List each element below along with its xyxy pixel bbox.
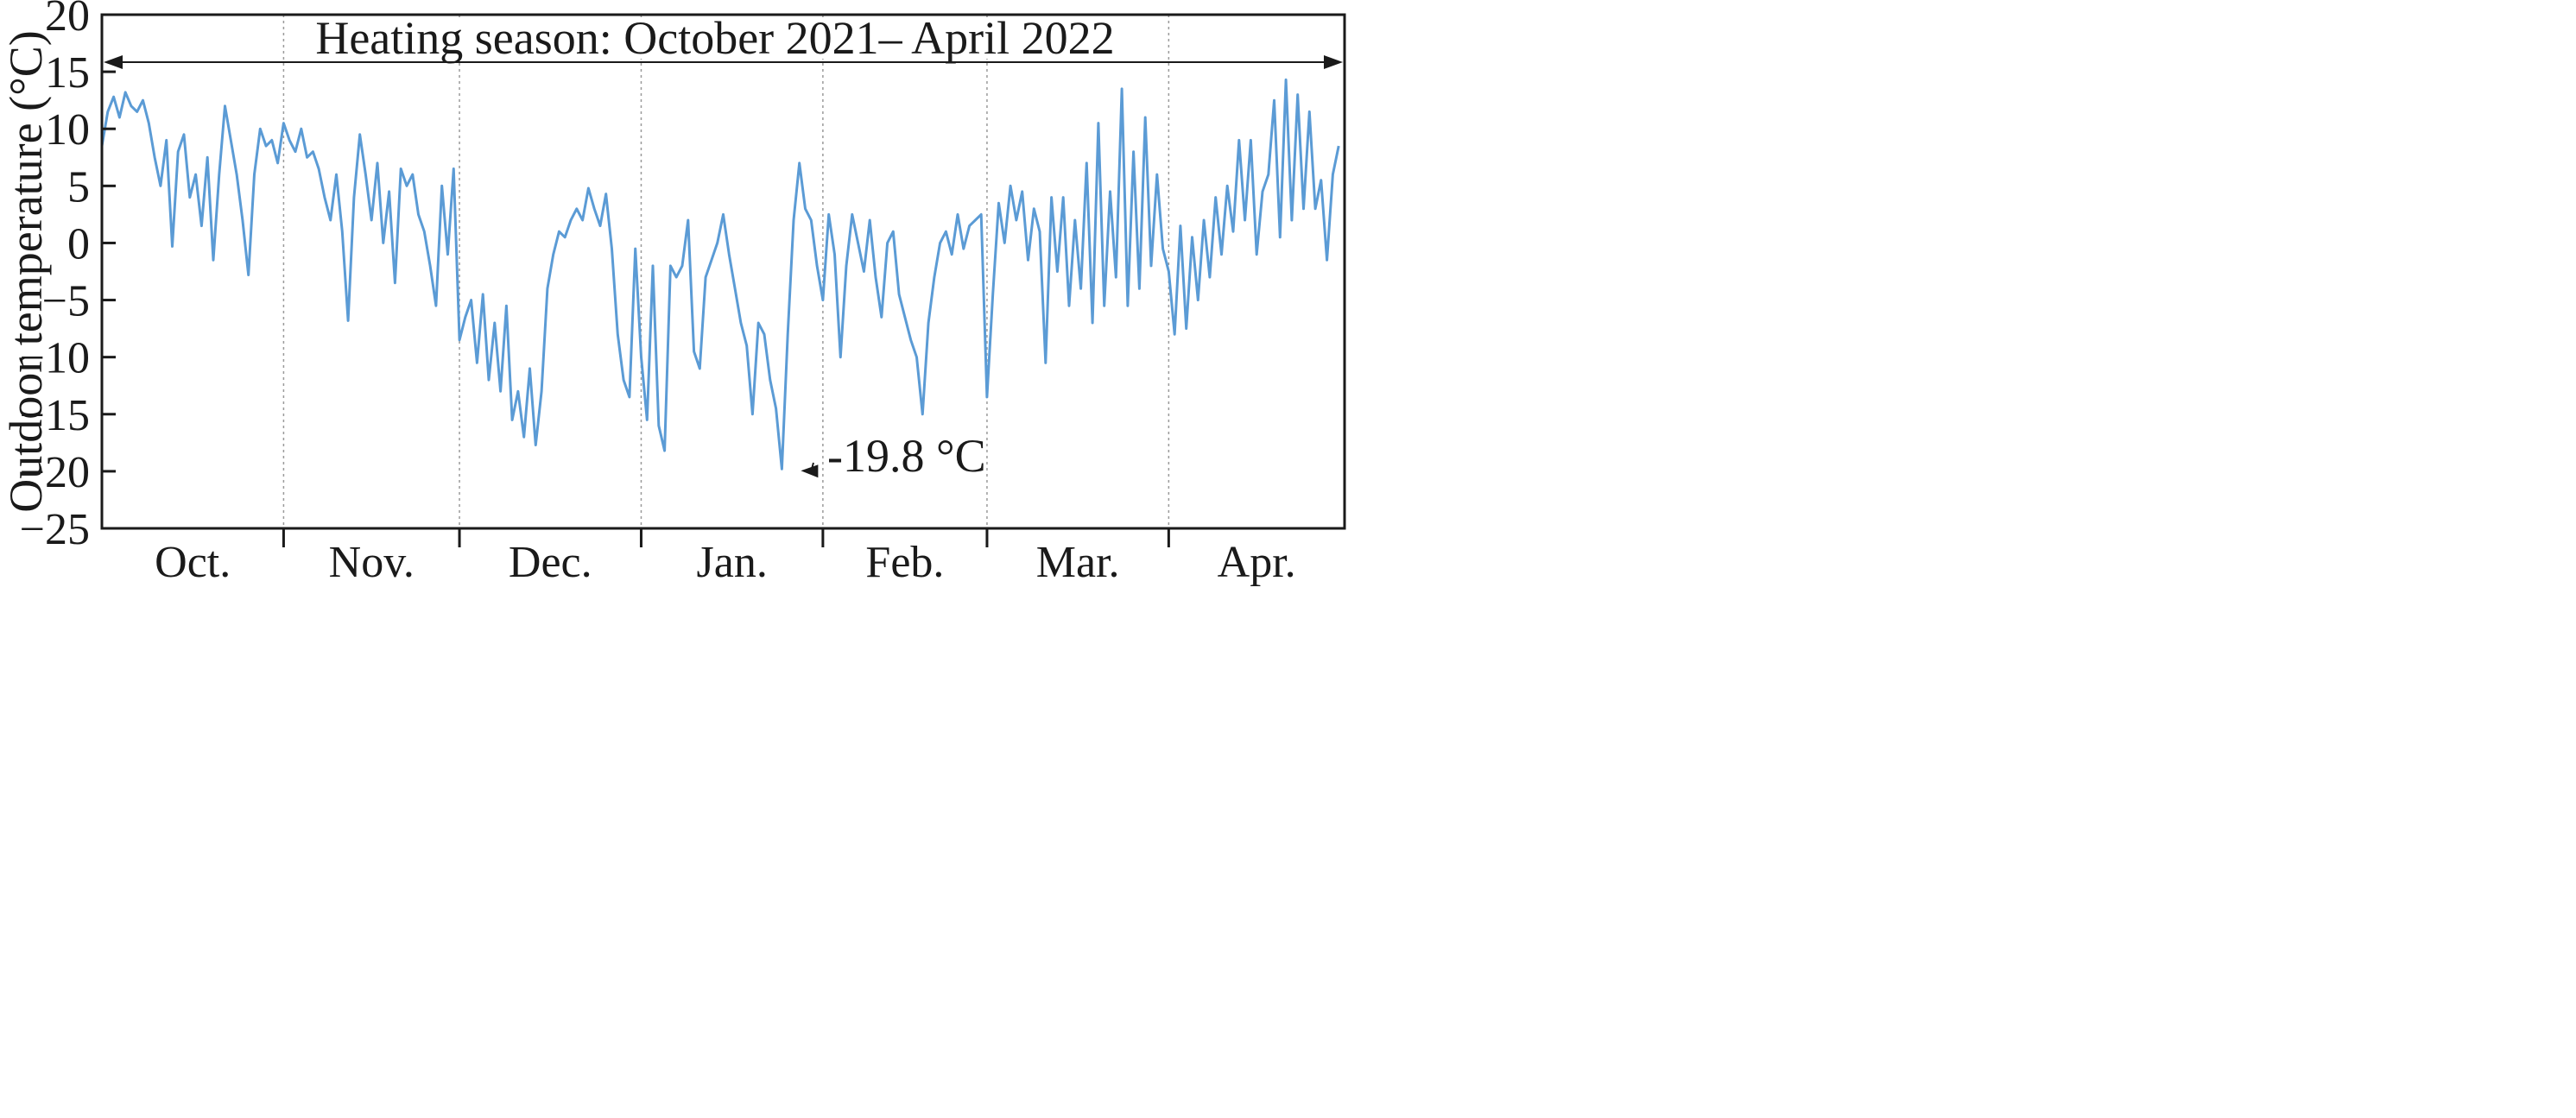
y-tick-label: −25	[20, 505, 90, 554]
x-tick-label: Nov.	[329, 538, 415, 587]
y-tick-label: 10	[45, 105, 90, 155]
season-arrow-head-left	[104, 55, 123, 69]
y-tick-label: −10	[20, 334, 90, 383]
series-line-outdoor-temperature	[100, 78, 1340, 471]
x-tick-label: Oct.	[155, 538, 231, 587]
x-tick-label: Mar.	[1036, 538, 1120, 587]
x-tick-label: Jan.	[697, 538, 768, 587]
x-tick-label: Apr.	[1218, 538, 1296, 587]
y-tick-label: 15	[45, 48, 90, 98]
y-tick-label: −5	[42, 277, 90, 326]
plot-frame	[100, 13, 1346, 530]
x-tick-label: Dec.	[509, 538, 592, 587]
y-tick-label: 20	[45, 0, 90, 41]
x-tick-label: Feb.	[865, 538, 944, 587]
y-axis: 20 15 10 5 0 −5 −10 −15 −20 −25	[20, 0, 116, 554]
y-tick-label: 0	[67, 219, 90, 268]
season-arrow-head-right	[1324, 55, 1343, 69]
series-layer	[100, 78, 1340, 471]
min-arrow-head	[801, 464, 819, 478]
min-temperature-annotation: -19.8 °C	[827, 430, 986, 482]
annotations: Heating season: October 2021– April 2022…	[104, 12, 1343, 482]
y-tick-label: 5	[67, 162, 90, 212]
month-gridlines	[282, 15, 1170, 528]
y-tick-label: −20	[20, 448, 90, 497]
y-axis-title: Outdoor temperature (°C)	[0, 30, 52, 512]
season-annotation: Heating season: October 2021– April 2022	[315, 12, 1114, 64]
x-axis: Oct. Nov. Dec. Jan. Feb. Mar. Apr.	[155, 528, 1296, 587]
season-label-background	[415, 17, 1016, 59]
y-tick-label: −15	[20, 391, 90, 440]
